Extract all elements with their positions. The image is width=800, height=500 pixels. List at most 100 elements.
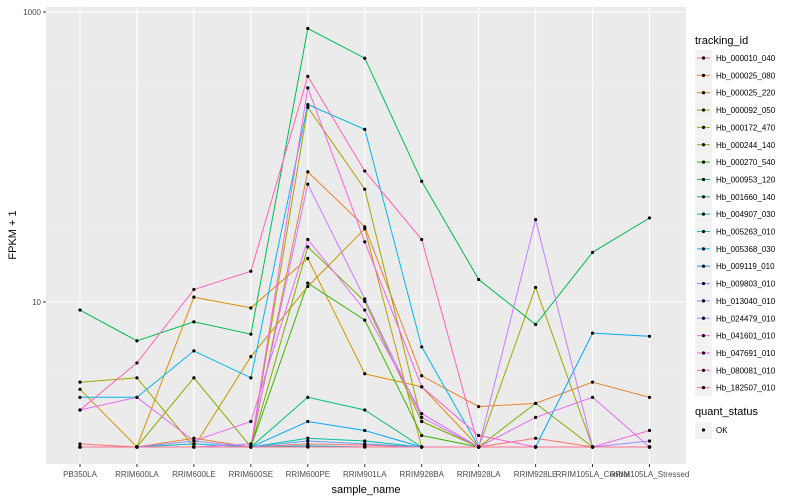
legend-label: Hb_000244_140 <box>716 141 776 150</box>
legend-key-point <box>701 108 706 112</box>
data-point <box>647 395 652 399</box>
data-point <box>306 182 310 186</box>
data-point <box>306 281 310 285</box>
y-tick-label: 10 <box>32 298 41 307</box>
data-point <box>135 361 139 365</box>
data-point <box>420 415 424 420</box>
data-point <box>306 170 310 174</box>
legend-key-point <box>701 73 706 77</box>
x-axis: PB350LA RRIM600LA RRIM600LE RRIM600SE RRIM60… <box>63 464 689 479</box>
y-tick-label: 1000 <box>23 8 41 17</box>
data-point <box>78 395 82 399</box>
data-point <box>363 428 367 433</box>
legend-label: Hb_080081_010 <box>716 366 776 375</box>
data-point <box>477 433 481 438</box>
data-point <box>590 331 595 335</box>
data-point <box>363 318 367 322</box>
x-tick-label: RRIM600LA <box>115 470 159 479</box>
legend-key-point <box>701 160 706 164</box>
data-point <box>647 428 652 433</box>
data-point <box>192 436 196 440</box>
legend-key-point <box>701 351 706 355</box>
grid-lines <box>46 7 686 464</box>
legend-label: Hb_182507_010 <box>716 384 776 393</box>
legend-key-point <box>701 299 706 303</box>
data-point <box>306 26 310 31</box>
legend-key-point <box>701 195 706 199</box>
data-point <box>363 56 367 60</box>
data-points <box>78 26 652 449</box>
x-tick-label: RRIM901LA <box>343 470 387 479</box>
y-axis: 10 1000 <box>23 8 46 307</box>
x-tick-label: RRIM600PE <box>286 470 330 479</box>
data-point <box>135 445 139 449</box>
x-tick-label: PB350LA <box>63 470 97 479</box>
data-point <box>78 442 82 446</box>
data-point <box>420 385 424 389</box>
x-tick-label: RRIM105LA_Control <box>556 470 630 479</box>
legend-key-point <box>701 56 706 60</box>
data-point <box>249 419 253 424</box>
legend-key-point <box>701 264 706 268</box>
data-point <box>534 218 538 222</box>
data-point <box>306 74 310 78</box>
legend-key-point <box>701 229 706 234</box>
legend-key-point <box>701 212 706 216</box>
data-point <box>534 322 538 327</box>
data-point <box>192 349 196 353</box>
x-tick-label: RRIM928LA <box>457 470 501 479</box>
data-point <box>363 408 367 412</box>
data-point <box>363 187 367 191</box>
data-point <box>306 395 310 399</box>
data-point <box>363 439 367 443</box>
data-point <box>306 102 310 107</box>
y-axis-title: FPKM + 1 <box>7 210 19 259</box>
data-point <box>534 285 538 290</box>
data-point <box>135 376 139 380</box>
legend-label: Hb_000172_470 <box>716 123 776 132</box>
legend-tracking-id: tracking_id Hb_000010_040 Hb_000025_080 Hb… <box>695 35 776 397</box>
legend-key-point <box>701 125 706 129</box>
data-point <box>192 439 196 443</box>
legend-label: Hb_005263_010 <box>716 228 776 237</box>
legend2-title: quant_status <box>695 406 758 418</box>
data-point <box>192 445 196 449</box>
data-point <box>78 387 82 391</box>
legend-key-point <box>701 316 706 320</box>
legend-label: Hb_000025_080 <box>716 71 776 80</box>
data-point <box>647 334 652 338</box>
legend-label: Hb_000092_050 <box>716 106 776 115</box>
x-tick-label: RRIM600SE <box>229 470 273 479</box>
data-point <box>477 445 481 449</box>
data-point <box>306 439 310 443</box>
legend-label: Hb_004907_030 <box>716 210 776 219</box>
data-point <box>192 442 196 446</box>
data-point <box>363 372 367 376</box>
data-point <box>420 445 424 449</box>
legend-key-point <box>701 386 706 390</box>
data-point <box>420 374 424 378</box>
data-point <box>420 411 424 416</box>
data-point <box>363 297 367 301</box>
data-point <box>420 179 424 183</box>
data-point <box>420 419 424 424</box>
data-point <box>363 445 367 449</box>
legend-label: Hb_041601_010 <box>716 332 776 341</box>
data-point <box>534 415 538 420</box>
data-point <box>363 127 367 132</box>
legend-key-point <box>701 281 706 286</box>
data-point <box>363 299 367 303</box>
plot-panel <box>46 7 686 464</box>
data-point <box>306 86 310 90</box>
data-point <box>477 404 481 409</box>
data-point <box>420 433 424 438</box>
data-point <box>192 320 196 324</box>
x-tick-label: RRIM105LA_Stressed <box>610 470 690 479</box>
data-point <box>420 237 424 242</box>
data-point <box>363 227 367 231</box>
data-point <box>192 287 196 292</box>
data-point <box>534 445 538 449</box>
data-point <box>306 237 310 242</box>
data-point <box>249 332 253 336</box>
